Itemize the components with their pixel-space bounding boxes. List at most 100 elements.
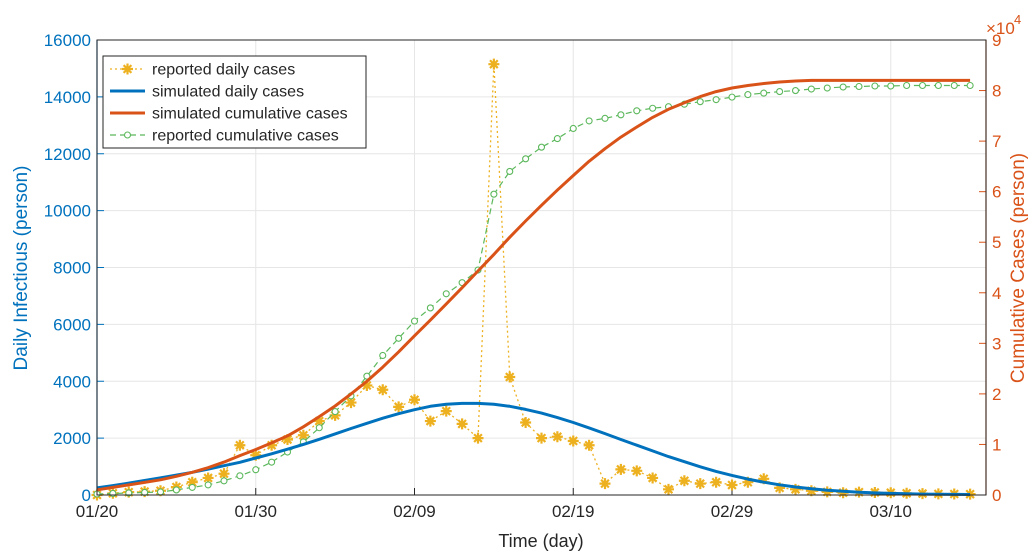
data-point — [887, 82, 895, 90]
data-point — [363, 372, 371, 380]
left-tick-label: 14000 — [44, 88, 91, 107]
right-tick-label: 1 — [992, 435, 1001, 454]
data-point — [234, 439, 246, 451]
x-axis-label: Time (day) — [498, 531, 583, 551]
data-point — [823, 84, 831, 92]
data-point — [172, 486, 180, 494]
data-point — [522, 155, 530, 163]
data-point — [871, 82, 879, 90]
data-point — [252, 466, 260, 474]
legend-label: simulated cumulative cases — [152, 106, 348, 123]
data-point — [758, 473, 770, 485]
data-point — [220, 477, 228, 485]
data-point — [649, 104, 657, 112]
data-point — [805, 485, 817, 497]
series-layer — [91, 58, 976, 501]
data-point — [442, 290, 450, 298]
data-point — [266, 439, 278, 451]
data-point — [361, 380, 373, 392]
data-point — [125, 489, 133, 497]
data-point — [268, 458, 276, 466]
series-simulated-daily-cases — [96, 401, 971, 496]
data-point — [696, 98, 704, 106]
legend-item-reported-daily-cases: reported daily cases — [110, 62, 295, 79]
data-point — [966, 81, 974, 90]
data-point — [393, 401, 405, 413]
left-tick-label: 12000 — [44, 145, 91, 164]
data-point — [710, 476, 722, 488]
data-point — [583, 439, 595, 451]
data-point — [315, 424, 323, 432]
right-axis-label: Cumulative Cases (person) — [1008, 153, 1029, 383]
data-point — [663, 483, 674, 495]
data-point — [553, 135, 561, 143]
left-axis: 0 2000 4000 6000 8000 10000 12000 14000 16000 — [44, 31, 104, 505]
data-point — [440, 405, 452, 417]
data-point — [601, 114, 609, 122]
right-tick-label: 3 — [992, 334, 1001, 353]
data-point — [918, 81, 927, 90]
data-point — [188, 483, 196, 491]
right-tick-label: 7 — [992, 132, 1001, 151]
data-point — [313, 415, 325, 427]
data-point — [410, 317, 419, 325]
data-point — [807, 85, 815, 93]
right-tick-label: 4 — [992, 284, 1001, 303]
data-point — [472, 432, 484, 444]
x-tick-label: 02/29 — [711, 502, 754, 521]
data-point — [760, 89, 768, 97]
data-point — [712, 96, 720, 104]
data-point — [678, 475, 690, 487]
right-tick-label: 8 — [992, 82, 1001, 101]
data-point — [617, 111, 625, 119]
legend: reported daily cases simulated daily case… — [102, 55, 367, 149]
data-point — [345, 397, 357, 409]
legend-marker — [122, 63, 133, 75]
data-point — [377, 384, 389, 396]
data-point — [903, 81, 911, 90]
data-point — [204, 481, 212, 489]
data-point — [520, 416, 532, 428]
legend-label: reported daily cases — [152, 62, 295, 79]
left-tick-label: 16000 — [44, 31, 91, 50]
right-tick-label: 0 — [992, 486, 1001, 505]
x-axis: 01/20 01/30 02/09 02/19 02/29 03/10 — [76, 488, 912, 521]
right-tick-label: 2 — [992, 385, 1001, 404]
x-tick-label: 02/19 — [552, 502, 595, 521]
data-point — [202, 472, 214, 484]
data-point — [742, 476, 754, 488]
data-point — [776, 88, 784, 96]
data-point — [488, 58, 500, 70]
data-point — [536, 432, 547, 444]
left-axis-label: Daily Infectious (person) — [11, 166, 32, 371]
data-point — [774, 482, 786, 494]
data-point — [218, 468, 230, 480]
right-axis-multiplier: ×10 — [986, 19, 1015, 38]
data-point — [567, 435, 579, 447]
data-point — [490, 190, 498, 198]
data-point — [379, 351, 387, 360]
data-point — [631, 465, 643, 477]
data-point — [934, 81, 942, 90]
data-point — [426, 304, 434, 312]
data-point — [855, 82, 863, 91]
legend-box — [102, 55, 367, 149]
data-point — [647, 472, 659, 484]
data-point — [250, 449, 262, 461]
legend-item-simulated-daily-cases: simulated daily cases — [110, 84, 304, 101]
left-tick-label: 4000 — [53, 372, 91, 391]
data-point — [728, 93, 736, 101]
right-tick-label: 9 — [992, 31, 1001, 50]
right-tick-label: 6 — [992, 183, 1001, 202]
left-tick-label: 10000 — [44, 202, 91, 221]
data-point — [456, 418, 468, 430]
data-point — [409, 394, 420, 406]
data-point — [424, 415, 436, 427]
data-point — [791, 87, 800, 95]
data-point — [839, 83, 847, 91]
right-axis-exponent: 4 — [1014, 12, 1021, 27]
series-simulated-cumulative-cases — [96, 78, 971, 492]
legend-marker — [123, 131, 132, 139]
left-tick-label: 0 — [82, 486, 91, 505]
